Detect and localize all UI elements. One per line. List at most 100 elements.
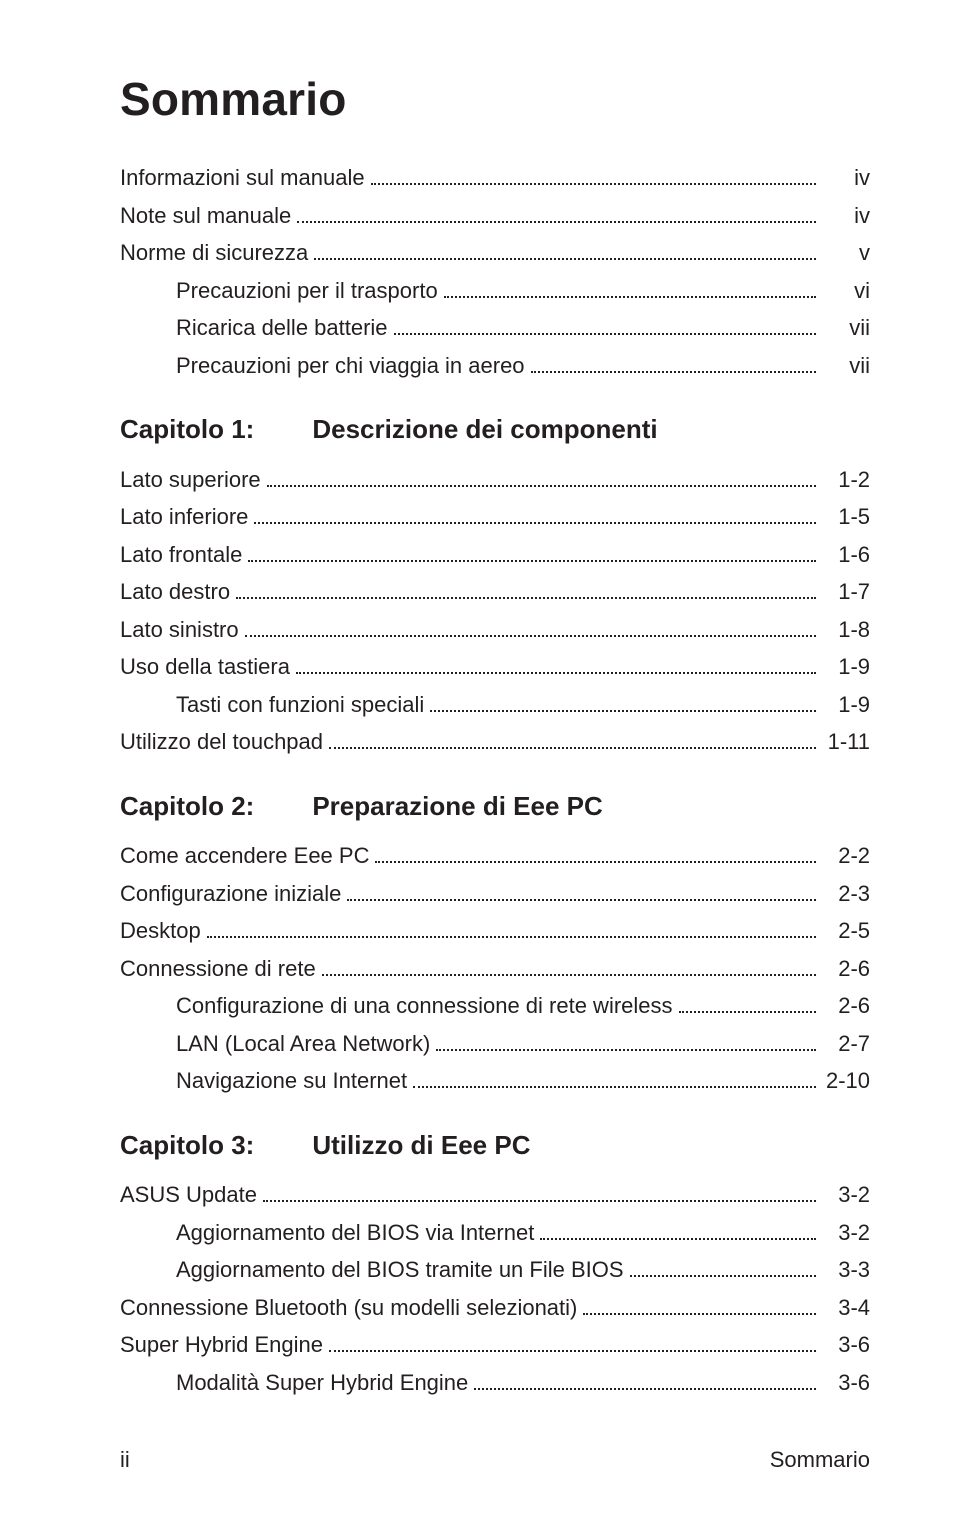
toc-row: Lato sinistro1-8 — [120, 616, 870, 644]
toc-entry-text: Norme di sicurezza — [120, 239, 308, 267]
toc-row: Configurazione iniziale2-3 — [120, 880, 870, 908]
toc-entry-page: 3-4 — [822, 1294, 870, 1322]
toc-entry-page: 3-2 — [822, 1181, 870, 1209]
toc-row: Lato frontale1-6 — [120, 541, 870, 569]
toc-row: Precauzioni per il trasporto vi — [120, 277, 870, 305]
toc-row: Desktop 2-5 — [120, 917, 870, 945]
toc-row: Connessione di rete2-6 — [120, 955, 870, 983]
toc-entry-text: Informazioni sul manuale — [120, 164, 365, 192]
toc-leader — [236, 597, 816, 599]
toc-entry-text: Connessione Bluetooth (su modelli selezi… — [120, 1294, 577, 1322]
toc-row: Come accendere Eee PC 2-2 — [120, 842, 870, 870]
footer-page-number: ii — [120, 1447, 130, 1473]
toc-leader — [679, 1011, 816, 1013]
toc-entry-page: 3-2 — [822, 1219, 870, 1247]
toc-entry-text: Configurazione iniziale — [120, 880, 341, 908]
toc-row: ASUS Update 3-2 — [120, 1181, 870, 1209]
chapter-label: Capitolo 3: — [120, 1129, 254, 1162]
toc-entry-text: ASUS Update — [120, 1181, 257, 1209]
toc-leader — [430, 710, 816, 712]
toc-entry-text: Lato destro — [120, 578, 230, 606]
toc-entry-page: vi — [822, 277, 870, 305]
toc-leader — [329, 747, 816, 749]
page-title: Sommario — [120, 72, 870, 126]
toc-entry-text: Come accendere Eee PC — [120, 842, 369, 870]
chapter-heading: Capitolo 2:Preparazione di Eee PC — [120, 790, 870, 823]
toc-entry-text: Aggiornamento del BIOS tramite un File B… — [120, 1256, 624, 1284]
toc-entry-text: Configurazione di una connessione di ret… — [120, 992, 673, 1020]
toc-leader — [263, 1200, 816, 1202]
toc-entry-text: Lato frontale — [120, 541, 242, 569]
toc-leader — [207, 936, 816, 938]
toc-row: LAN (Local Area Network)2-7 — [120, 1030, 870, 1058]
page: Sommario Informazioni sul manualeivNote … — [0, 0, 960, 1529]
toc-leader — [371, 183, 816, 185]
toc-leader — [444, 296, 816, 298]
toc-row: Lato destro 1-7 — [120, 578, 870, 606]
toc-row: Lato inferiore 1-5 — [120, 503, 870, 531]
toc-row: Utilizzo del touchpad 1-11 — [120, 728, 870, 756]
toc-leader — [531, 371, 816, 373]
toc-entry-page: 2-10 — [822, 1067, 870, 1095]
chapter-heading: Capitolo 1:Descrizione dei componenti — [120, 413, 870, 446]
toc-row: Uso della tastiera1-9 — [120, 653, 870, 681]
toc-entry-text: Navigazione su Internet — [120, 1067, 407, 1095]
toc-entry-page: 1-11 — [822, 728, 870, 756]
toc-entry-page: 2-6 — [822, 992, 870, 1020]
chapter-heading: Capitolo 3:Utilizzo di Eee PC — [120, 1129, 870, 1162]
footer-section: Sommario — [770, 1447, 870, 1473]
toc-entry-page: 2-2 — [822, 842, 870, 870]
toc-row: Configurazione di una connessione di ret… — [120, 992, 870, 1020]
toc-leader — [248, 560, 816, 562]
toc-row: Aggiornamento del BIOS tramite un File B… — [120, 1256, 870, 1284]
toc-entry-page: 3-6 — [822, 1369, 870, 1397]
toc-entry-page: 1-5 — [822, 503, 870, 531]
toc-leader — [297, 221, 816, 223]
toc-entry-page: iv — [822, 202, 870, 230]
toc-entry-text: Note sul manuale — [120, 202, 291, 230]
chapter-label: Capitolo 1: — [120, 413, 254, 446]
toc-leader — [254, 522, 816, 524]
chapter-title: Descrizione dei componenti — [254, 413, 870, 446]
toc-leader — [436, 1049, 816, 1051]
toc-row: Informazioni sul manuale iv — [120, 164, 870, 192]
toc-entry-text: Precauzioni per il trasporto — [120, 277, 438, 305]
toc-row: Note sul manuale iv — [120, 202, 870, 230]
toc-leader — [394, 333, 816, 335]
toc-entry-text: Utilizzo del touchpad — [120, 728, 323, 756]
toc-row: Lato superiore1-2 — [120, 466, 870, 494]
toc-leader — [314, 258, 816, 260]
toc-entry-page: 3-6 — [822, 1331, 870, 1359]
toc-leader — [540, 1238, 816, 1240]
toc-row: Modalità Super Hybrid Engine3-6 — [120, 1369, 870, 1397]
toc-row: Super Hybrid Engine 3-6 — [120, 1331, 870, 1359]
toc-entry-text: Desktop — [120, 917, 201, 945]
toc-leader — [267, 485, 816, 487]
toc-entry-text: Super Hybrid Engine — [120, 1331, 323, 1359]
toc-leader — [347, 899, 816, 901]
chapter-label: Capitolo 2: — [120, 790, 254, 823]
toc-row: Precauzioni per chi viaggia in aereo vii — [120, 352, 870, 380]
toc-entry-page: vii — [822, 314, 870, 342]
toc-entry-text: Precauzioni per chi viaggia in aereo — [120, 352, 525, 380]
toc-entry-text: Ricarica delle batterie — [120, 314, 388, 342]
toc-leader — [474, 1388, 816, 1390]
toc-entry-page: 1-2 — [822, 466, 870, 494]
toc-entry-page: 1-9 — [822, 691, 870, 719]
toc-leader — [375, 861, 816, 863]
toc-entry-page: 2-5 — [822, 917, 870, 945]
chapter-title: Utilizzo di Eee PC — [254, 1129, 870, 1162]
toc-entry-page: v — [822, 239, 870, 267]
toc-entry-page: vii — [822, 352, 870, 380]
toc-entry-page: 1-7 — [822, 578, 870, 606]
toc-entry-page: 3-3 — [822, 1256, 870, 1284]
toc-entry-page: 1-8 — [822, 616, 870, 644]
toc-leader — [245, 635, 816, 637]
table-of-contents: Informazioni sul manualeivNote sul manua… — [120, 164, 870, 1396]
toc-entry-text: Lato inferiore — [120, 503, 248, 531]
page-footer: ii Sommario — [0, 1447, 960, 1473]
toc-entry-text: Aggiornamento del BIOS via Internet — [120, 1219, 534, 1247]
toc-row: Navigazione su Internet 2-10 — [120, 1067, 870, 1095]
toc-entry-page: iv — [822, 164, 870, 192]
toc-leader — [583, 1313, 816, 1315]
